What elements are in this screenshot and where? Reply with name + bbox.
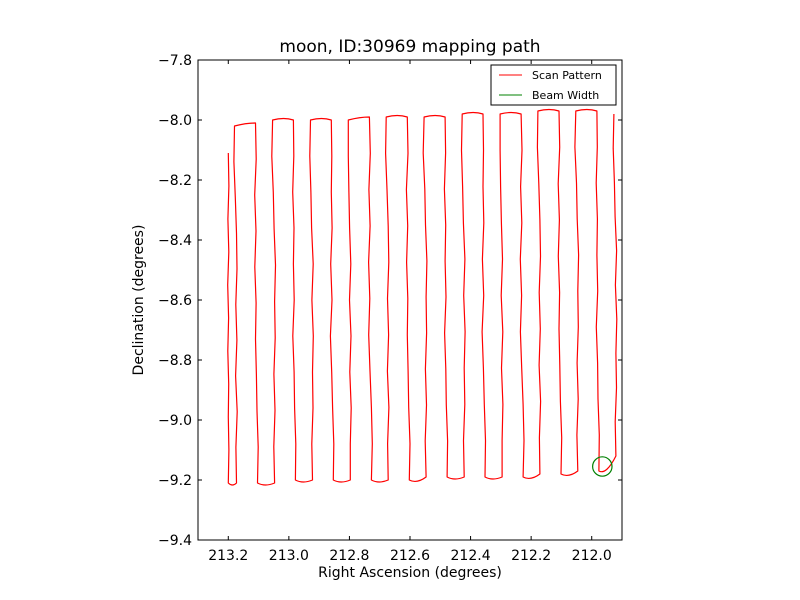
x-tick-label: 213.2 bbox=[208, 548, 248, 564]
beam-width-circle bbox=[592, 456, 613, 477]
x-tick-label: 212.0 bbox=[572, 548, 612, 564]
y-tick-label: −8.0 bbox=[158, 113, 192, 129]
legend-label-beam-width: Beam Width bbox=[532, 89, 599, 102]
x-tick-label: 213.0 bbox=[269, 548, 309, 564]
scan-pattern-line bbox=[227, 108, 618, 486]
chart-title: moon, ID:30969 mapping path bbox=[279, 37, 540, 57]
y-tick-label: −8.6 bbox=[158, 293, 192, 309]
y-tick-label: −8.4 bbox=[158, 233, 192, 249]
x-tick-label: 212.6 bbox=[390, 548, 430, 564]
y-tick-label: −9.4 bbox=[158, 533, 192, 549]
plot-area bbox=[227, 108, 618, 486]
y-tick-label: −8.8 bbox=[158, 353, 192, 369]
y-tick-label: −7.8 bbox=[158, 53, 192, 69]
y-tick-label: −9.2 bbox=[158, 473, 192, 489]
axis-ticks: 213.2 213.0 212.8 212.6 212.4 212.2 212.0 −7.8 −… bbox=[158, 53, 622, 564]
x-axis-label: Right Ascension (degrees) bbox=[318, 565, 502, 581]
x-tick-label: 212.8 bbox=[329, 548, 369, 564]
legend: Scan Pattern Beam Width bbox=[490, 64, 617, 106]
legend-box bbox=[490, 64, 617, 106]
y-axis-label: Declination (degrees) bbox=[131, 225, 147, 376]
y-tick-label: −9.0 bbox=[158, 413, 192, 429]
y-tick-label: −8.2 bbox=[158, 173, 192, 189]
x-tick-label: 212.4 bbox=[451, 548, 491, 564]
x-tick-label: 212.2 bbox=[511, 548, 551, 564]
legend-label-scan-pattern: Scan Pattern bbox=[532, 69, 602, 82]
